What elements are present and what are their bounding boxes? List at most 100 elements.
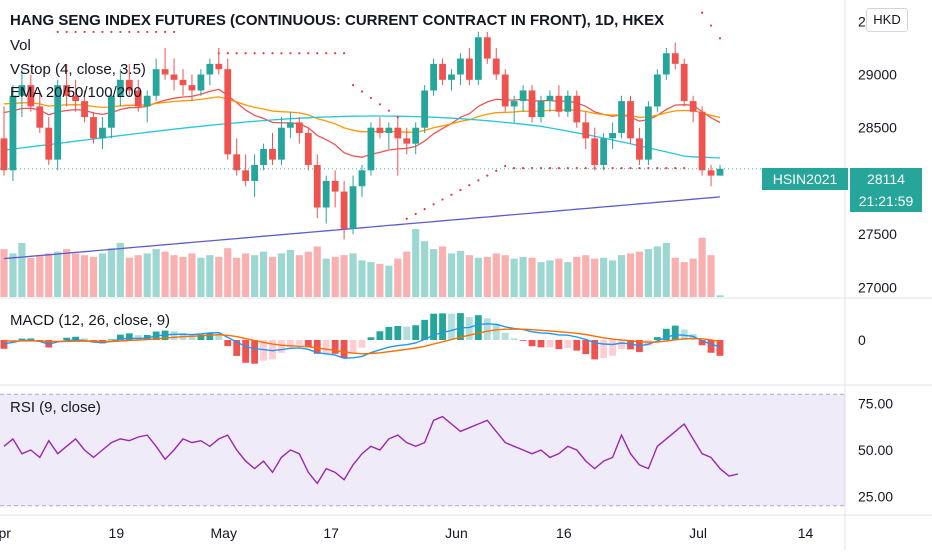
candle[interactable] bbox=[81, 101, 88, 118]
candle[interactable] bbox=[295, 122, 303, 134]
candle[interactable] bbox=[206, 63, 214, 75]
candle[interactable] bbox=[403, 138, 411, 144]
candle[interactable] bbox=[546, 95, 554, 102]
candle[interactable] bbox=[662, 53, 670, 75]
candle[interactable] bbox=[412, 127, 420, 144]
candle[interactable] bbox=[698, 111, 706, 171]
candle[interactable] bbox=[251, 164, 258, 181]
candle[interactable] bbox=[125, 79, 133, 91]
candle[interactable] bbox=[466, 58, 473, 80]
candle[interactable] bbox=[108, 95, 115, 128]
macd-histogram-bar bbox=[519, 340, 527, 341]
candle[interactable] bbox=[287, 122, 294, 128]
candle[interactable] bbox=[537, 101, 545, 118]
candle[interactable] bbox=[349, 186, 357, 229]
candle[interactable] bbox=[716, 168, 724, 176]
candle[interactable] bbox=[63, 85, 71, 96]
legend-ema[interactable]: EMA 20/50/100/200 bbox=[10, 84, 142, 101]
candle[interactable] bbox=[680, 63, 688, 102]
candle[interactable] bbox=[430, 63, 437, 91]
rsi-label[interactable]: RSI (9, close) bbox=[10, 399, 101, 416]
candle[interactable] bbox=[394, 127, 402, 139]
candle[interactable] bbox=[54, 85, 62, 160]
candle[interactable] bbox=[519, 90, 527, 102]
candle[interactable] bbox=[9, 95, 17, 171]
candle[interactable] bbox=[340, 191, 348, 229]
candle[interactable] bbox=[36, 106, 44, 128]
candle[interactable] bbox=[0, 138, 8, 171]
candle[interactable] bbox=[609, 133, 616, 139]
macd-histogram-bar bbox=[367, 337, 375, 340]
candle[interactable] bbox=[627, 101, 634, 139]
candle[interactable] bbox=[618, 101, 625, 134]
candle[interactable] bbox=[278, 127, 285, 160]
candle[interactable] bbox=[188, 85, 196, 91]
candle[interactable] bbox=[358, 170, 366, 187]
candle[interactable] bbox=[564, 95, 572, 112]
candle[interactable] bbox=[331, 180, 339, 192]
candle[interactable] bbox=[134, 90, 142, 107]
candle[interactable] bbox=[591, 138, 599, 165]
candle[interactable] bbox=[483, 37, 491, 59]
candle[interactable] bbox=[260, 149, 267, 165]
candle[interactable] bbox=[448, 74, 455, 80]
candle[interactable] bbox=[242, 170, 250, 181]
candle[interactable] bbox=[313, 164, 321, 208]
candle[interactable] bbox=[215, 63, 223, 70]
legend-vol[interactable]: Vol bbox=[10, 37, 31, 54]
candle[interactable] bbox=[385, 127, 393, 134]
macd-histogram-bar bbox=[662, 328, 670, 340]
volume-bar bbox=[9, 253, 17, 297]
candle[interactable] bbox=[161, 69, 169, 75]
vstop-dot bbox=[504, 164, 507, 168]
candle[interactable] bbox=[18, 85, 26, 96]
candle[interactable] bbox=[233, 154, 241, 171]
candle[interactable] bbox=[707, 170, 715, 176]
candle[interactable] bbox=[671, 53, 679, 64]
candle[interactable] bbox=[689, 101, 697, 112]
candle[interactable] bbox=[27, 85, 35, 107]
last-price-value: 28114 bbox=[867, 171, 905, 187]
candle[interactable] bbox=[99, 127, 106, 139]
candle[interactable] bbox=[170, 74, 178, 80]
legend-vstop[interactable]: VStop (4, close, 3.5) bbox=[10, 61, 146, 78]
candle[interactable] bbox=[143, 95, 151, 107]
candle[interactable] bbox=[179, 79, 187, 86]
candle[interactable] bbox=[501, 74, 509, 107]
candle[interactable] bbox=[224, 69, 232, 155]
candle[interactable] bbox=[653, 74, 661, 107]
vstop-dot bbox=[584, 167, 587, 170]
candle[interactable] bbox=[439, 63, 446, 80]
candle[interactable] bbox=[322, 180, 330, 208]
candle[interactable] bbox=[555, 95, 563, 112]
candle[interactable] bbox=[152, 69, 160, 96]
candle[interactable] bbox=[528, 90, 536, 118]
macd-label[interactable]: MACD (12, 26, close, 9) bbox=[10, 312, 171, 329]
currency-badge[interactable]: HKD bbox=[866, 8, 908, 32]
candle[interactable] bbox=[90, 117, 97, 139]
candle[interactable] bbox=[573, 95, 581, 123]
macd-histogram-bar bbox=[609, 340, 616, 356]
candle[interactable] bbox=[116, 79, 124, 96]
candle[interactable] bbox=[510, 101, 518, 107]
candle[interactable] bbox=[421, 90, 429, 128]
candle[interactable] bbox=[600, 138, 608, 165]
volume-bar bbox=[510, 258, 518, 297]
volume-bar bbox=[268, 256, 277, 297]
candle[interactable] bbox=[269, 149, 276, 160]
candle[interactable] bbox=[197, 74, 205, 91]
candle[interactable] bbox=[474, 37, 482, 80]
candle[interactable] bbox=[45, 127, 53, 160]
volume-bar bbox=[63, 249, 71, 297]
candle[interactable] bbox=[367, 127, 375, 171]
candle[interactable] bbox=[72, 95, 79, 102]
candle[interactable] bbox=[636, 138, 643, 160]
candle[interactable] bbox=[376, 127, 384, 134]
candle[interactable] bbox=[492, 58, 500, 75]
candle[interactable] bbox=[304, 133, 312, 165]
candle[interactable] bbox=[582, 122, 590, 139]
candle[interactable] bbox=[645, 106, 652, 160]
candle[interactable] bbox=[457, 58, 464, 75]
